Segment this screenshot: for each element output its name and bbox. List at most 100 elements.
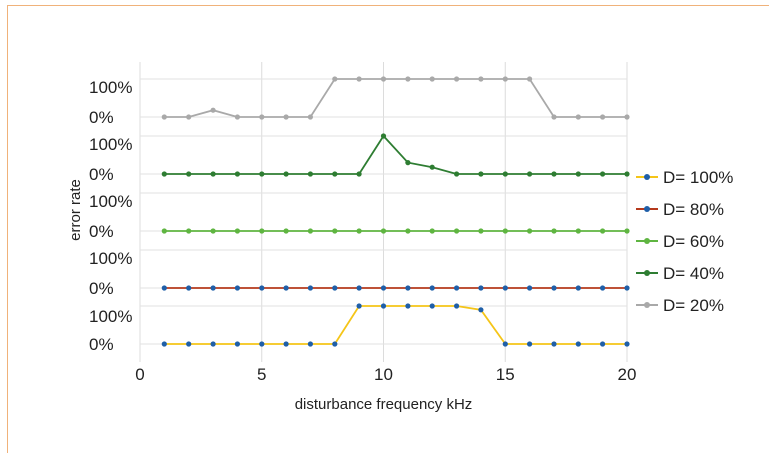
data-point (234, 114, 240, 120)
data-point (429, 228, 435, 234)
data-point (502, 285, 508, 291)
data-point (454, 76, 460, 82)
data-point (356, 303, 362, 309)
data-point (186, 228, 192, 234)
data-point (380, 228, 387, 234)
legend-label: D= 80% (663, 200, 724, 219)
data-point (259, 114, 265, 120)
data-point (551, 114, 557, 120)
data-point (234, 285, 240, 291)
data-point (454, 303, 460, 309)
y-tick-label: 100% (89, 78, 132, 97)
data-point (332, 341, 338, 347)
data-point (502, 228, 508, 234)
data-point (356, 285, 362, 291)
data-point (210, 285, 216, 291)
data-point (283, 285, 289, 291)
data-point (600, 285, 606, 291)
data-point (600, 114, 606, 120)
data-point (307, 171, 313, 177)
data-point (527, 341, 533, 347)
data-point (405, 228, 411, 234)
data-point (307, 285, 313, 291)
data-point (551, 341, 557, 347)
data-point (600, 228, 606, 234)
y-tick-label: 100% (89, 192, 132, 211)
data-point (259, 341, 265, 347)
data-point (234, 341, 240, 347)
data-point (454, 171, 460, 177)
x-tick-label: 15 (496, 365, 515, 384)
y-tick-label: 100% (89, 249, 132, 268)
data-point (332, 171, 338, 177)
x-tick-label: 0 (135, 365, 144, 384)
data-point (600, 171, 606, 177)
legend-label: D= 100% (663, 168, 733, 187)
data-point (551, 285, 557, 291)
x-tick-label: 5 (257, 365, 266, 384)
y-axis-title: error rate (67, 179, 84, 241)
series-60-group (161, 228, 630, 234)
data-point (234, 171, 240, 177)
data-point (259, 228, 265, 234)
legend-item: D= 100% (636, 168, 733, 187)
data-point (527, 171, 533, 177)
y-tick-label: 0% (89, 335, 114, 354)
legend-marker (644, 174, 650, 180)
legend-label: D= 40% (663, 264, 724, 283)
data-point (502, 341, 508, 347)
data-point (380, 285, 387, 291)
data-point (527, 228, 533, 234)
data-point (161, 171, 167, 177)
data-point (283, 171, 289, 177)
data-point (429, 285, 435, 291)
data-point (283, 228, 289, 234)
data-point (210, 107, 216, 113)
data-point (405, 76, 411, 82)
y-tick-label: 0% (89, 108, 114, 127)
data-point (405, 160, 411, 166)
legend-item: D= 40% (636, 264, 724, 283)
data-point (527, 285, 533, 291)
data-point (454, 228, 460, 234)
legend-item: D= 60% (636, 232, 724, 251)
legend-marker (644, 238, 650, 244)
data-point (429, 303, 435, 309)
data-point (259, 171, 265, 177)
x-tick-label: 20 (618, 365, 637, 384)
data-point (161, 341, 167, 347)
data-point (307, 114, 313, 120)
data-point (575, 285, 581, 291)
series-20-group (161, 76, 630, 120)
data-point (575, 341, 581, 347)
data-point (405, 285, 411, 291)
legend-label: D= 60% (663, 232, 724, 251)
data-point (478, 285, 484, 291)
data-point (478, 171, 484, 177)
data-point (210, 171, 216, 177)
x-tick-label: 10 (374, 365, 393, 384)
legend-marker (644, 206, 650, 212)
data-point (478, 228, 484, 234)
data-point (186, 341, 192, 347)
data-point (429, 76, 435, 82)
x-axis-title: disturbance frequency kHz (295, 396, 473, 413)
y-tick-label: 0% (89, 222, 114, 241)
data-point (624, 341, 630, 347)
legend-label: D= 20% (663, 296, 724, 315)
y-tick-label: 100% (89, 135, 132, 154)
data-point (454, 285, 460, 291)
data-point (429, 164, 435, 170)
data-point (624, 114, 630, 120)
data-point (502, 76, 508, 82)
data-point (478, 307, 484, 313)
data-point (502, 171, 508, 177)
y-tick-label: 100% (89, 307, 132, 326)
y-tick-label: 0% (89, 279, 114, 298)
data-point (234, 228, 240, 234)
data-point (161, 114, 167, 120)
data-point (405, 303, 411, 309)
data-point (283, 341, 289, 347)
series-40-group (161, 133, 630, 177)
